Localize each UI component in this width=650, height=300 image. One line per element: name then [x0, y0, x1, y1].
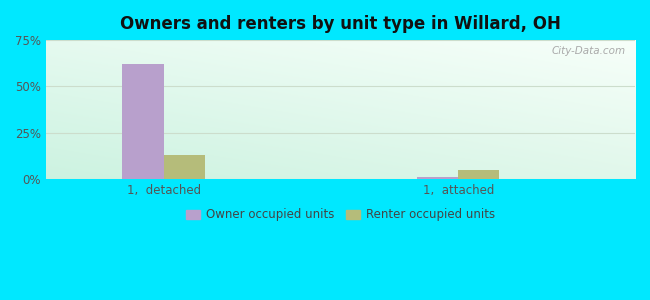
Title: Owners and renters by unit type in Willard, OH: Owners and renters by unit type in Willa…: [120, 15, 561, 33]
Bar: [122, 64, 164, 179]
Legend: Owner occupied units, Renter occupied units: Owner occupied units, Renter occupied un…: [181, 204, 500, 226]
Bar: [458, 170, 499, 179]
Bar: [164, 155, 205, 179]
Text: City-Data.com: City-Data.com: [551, 46, 625, 56]
Bar: [417, 177, 458, 179]
